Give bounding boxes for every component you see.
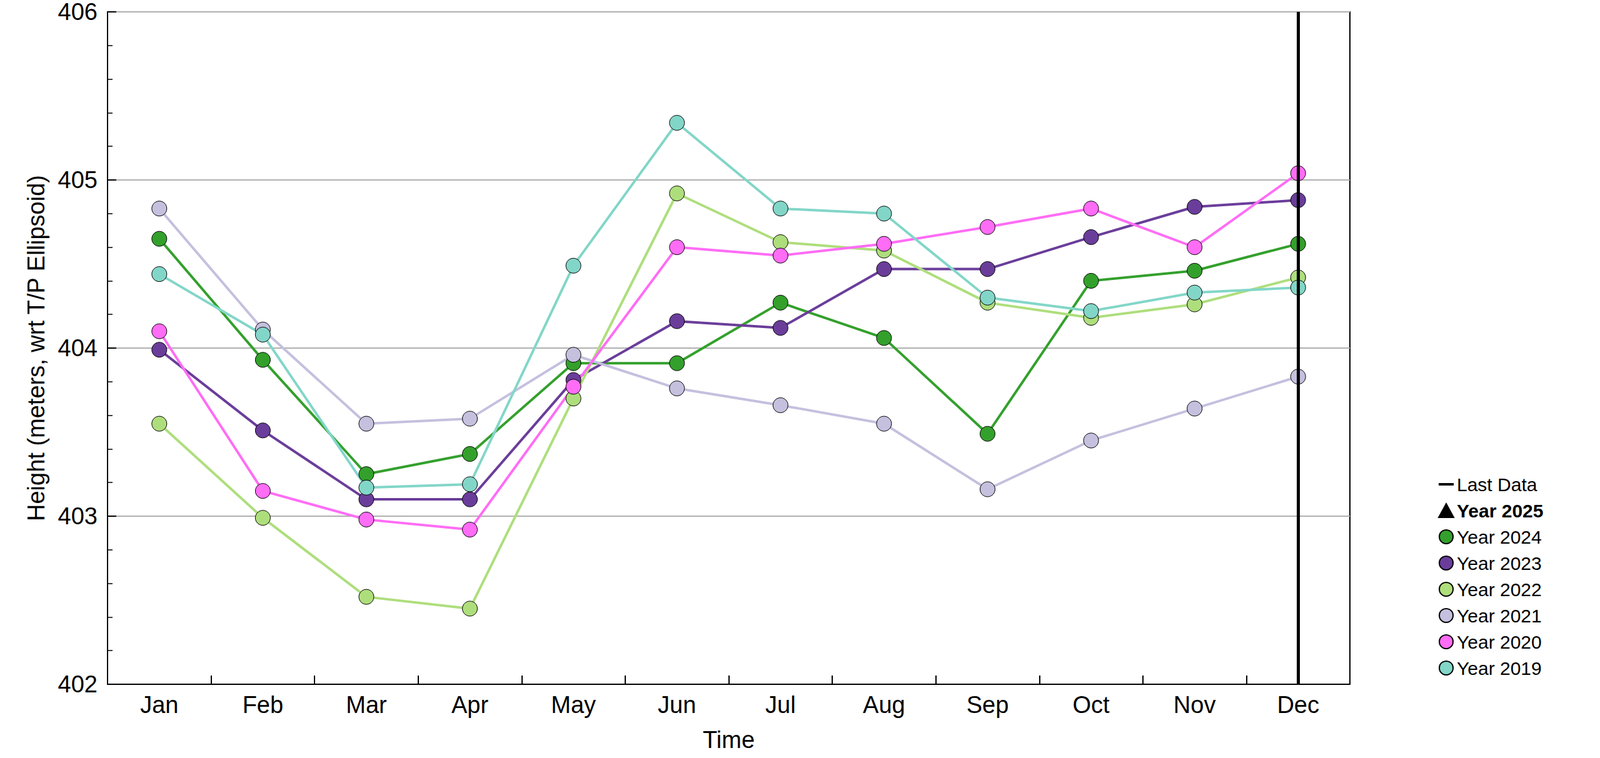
- svg-text:405: 405: [58, 166, 98, 194]
- svg-text:Jan: Jan: [140, 692, 179, 719]
- svg-text:Sep: Sep: [966, 692, 1010, 719]
- svg-text:Year 2022: Year 2022: [1456, 579, 1542, 601]
- svg-text:Year 2025: Year 2025: [1456, 500, 1544, 522]
- svg-text:403: 403: [58, 503, 98, 530]
- svg-text:Height (meters, wrt T/P Ellips: Height (meters, wrt T/P Ellipsoid): [23, 175, 50, 522]
- svg-text:402: 402: [58, 671, 98, 698]
- svg-text:Nov: Nov: [1173, 692, 1217, 719]
- svg-text:Year 2024: Year 2024: [1456, 527, 1542, 548]
- svg-text:Dec: Dec: [1276, 692, 1320, 719]
- svg-text:Time: Time: [702, 727, 755, 754]
- svg-text:Year 2023: Year 2023: [1456, 553, 1542, 574]
- svg-text:Last Data: Last Data: [1456, 474, 1538, 496]
- svg-text:Year 2020: Year 2020: [1456, 632, 1542, 653]
- svg-text:404: 404: [58, 335, 98, 362]
- svg-text:May: May: [550, 692, 596, 719]
- svg-text:Feb: Feb: [242, 692, 284, 719]
- svg-text:Mar: Mar: [345, 692, 388, 719]
- svg-text:406: 406: [58, 0, 98, 26]
- svg-text:Year 2021: Year 2021: [1456, 605, 1542, 627]
- svg-text:Year 2019: Year 2019: [1456, 658, 1542, 680]
- svg-text:Jun: Jun: [657, 692, 696, 719]
- svg-text:Oct: Oct: [1072, 692, 1110, 719]
- svg-text:Aug: Aug: [862, 692, 906, 719]
- svg-text:Apr: Apr: [451, 692, 489, 719]
- svg-text:Jul: Jul: [765, 692, 796, 719]
